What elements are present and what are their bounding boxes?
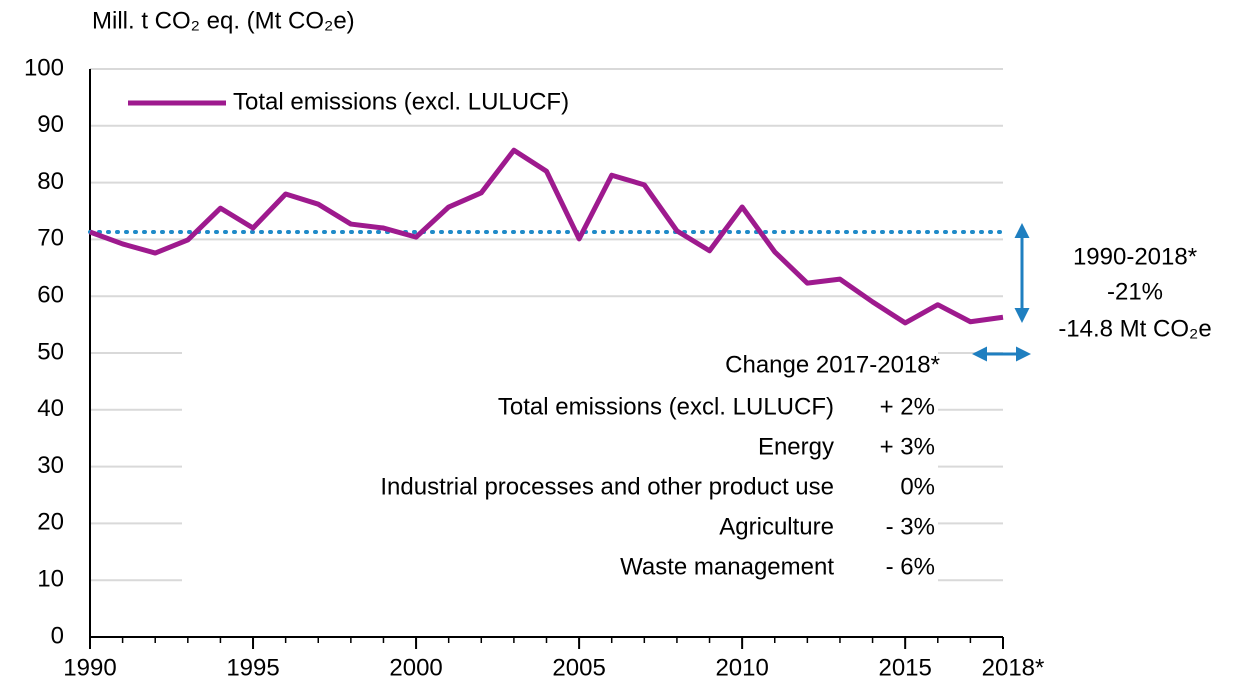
text-box-bg bbox=[182, 340, 938, 602]
x-tick-label: 1990 bbox=[63, 654, 116, 681]
annotation: -21% bbox=[1107, 278, 1163, 305]
table-label: Agriculture bbox=[719, 513, 834, 540]
table-value: + 3% bbox=[880, 433, 935, 460]
y-tick-label: 60 bbox=[37, 282, 64, 309]
series-line bbox=[89, 147, 1004, 326]
x-tick-label: 2005 bbox=[552, 654, 605, 681]
y-tick-label: 20 bbox=[37, 509, 64, 536]
y-tick-label: 70 bbox=[37, 225, 64, 252]
legend-label: Total emissions (excl. LULUCF) bbox=[233, 88, 569, 115]
y-tick-label: 50 bbox=[37, 338, 64, 365]
y-axis-label: Mill. t CO₂ eq. (Mt CO₂e) bbox=[92, 7, 355, 34]
table-label: Waste management bbox=[620, 553, 834, 580]
x-tick-label: 2018* bbox=[982, 654, 1045, 681]
y-tick-label: 0 bbox=[51, 622, 64, 649]
x-tick-label: 2015 bbox=[878, 654, 931, 681]
y-tick-label: 40 bbox=[37, 395, 64, 422]
table-value: - 6% bbox=[886, 553, 935, 580]
y-tick-label: 80 bbox=[37, 168, 64, 195]
table-value: + 2% bbox=[880, 393, 935, 420]
y-tick-label: 100 bbox=[24, 54, 64, 81]
y-tick-label: 90 bbox=[37, 111, 64, 138]
x-tick-label: 2000 bbox=[389, 654, 442, 681]
x-tick-label: 1995 bbox=[226, 654, 279, 681]
y-tick-label: 10 bbox=[37, 566, 64, 593]
table-value: - 3% bbox=[886, 513, 935, 540]
table-title: Change 2017-2018* bbox=[725, 351, 940, 378]
y-tick-label: 30 bbox=[37, 452, 64, 479]
annotation: -14.8 Mt CO₂e bbox=[1058, 315, 1211, 342]
x-tick-label: 2010 bbox=[715, 654, 768, 681]
table-label: Industrial processes and other product u… bbox=[380, 473, 834, 500]
table-label: Total emissions (excl. LULUCF) bbox=[498, 393, 834, 420]
table-label: Energy bbox=[758, 433, 834, 460]
table-value: 0% bbox=[900, 473, 935, 500]
annotation: 1990-2018* bbox=[1073, 243, 1197, 270]
